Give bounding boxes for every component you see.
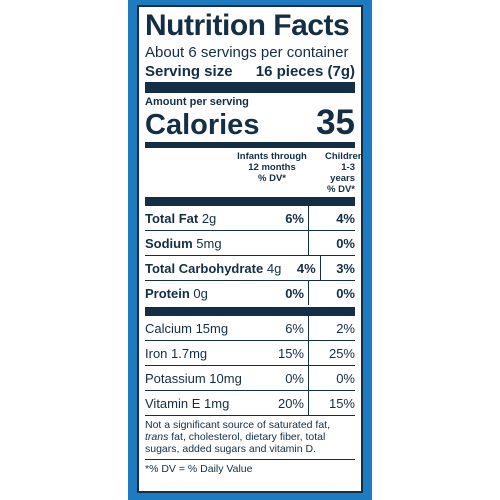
vitamin-infants-dv: 6% <box>258 316 309 340</box>
divider-medium <box>145 142 355 148</box>
nutrient-children-dv: 3% <box>336 260 355 276</box>
vitamin-infants-dv: 0% <box>258 366 309 390</box>
nutrient-row-protein: Protein 0g 0% 0% <box>145 281 355 305</box>
vitamin-infants-dv: 20% <box>258 391 309 415</box>
nutrient-children-dv: 0% <box>336 235 355 251</box>
vitamin-name: Vitamin E 1mg <box>145 395 230 411</box>
dv-definition: *% DV = % Daily Value <box>145 463 253 475</box>
vitamin-name: Potassium 10mg <box>145 370 242 386</box>
nutrient-infants-dv: 0% <box>258 281 309 305</box>
nutrient-name: Total Fat <box>145 210 199 226</box>
servings-per-container: About 6 servings per container <box>145 44 349 61</box>
vitamin-infants-dv: 15% <box>258 341 309 365</box>
vitamin-children-dv: 15% <box>328 395 355 411</box>
nutrient-infants-dv: 6% <box>258 206 309 230</box>
nutrient-children-dv: 0% <box>336 285 355 301</box>
dv-header-infants: Infants through 12 months % DV* <box>237 151 307 184</box>
nutrient-amount: 4g <box>266 260 282 276</box>
divider-thin <box>145 459 355 460</box>
nutrition-facts-label: Nutrition Facts About 6 servings per con… <box>137 5 364 493</box>
nutrient-amount: 2g <box>201 210 217 226</box>
vitamin-row-vitamin-e: Vitamin E 1mg 20% 15% <box>145 391 355 416</box>
dv-header-children: Children 1-3 years % DV* <box>325 151 364 195</box>
nutrient-infants-dv: 4% <box>281 256 321 280</box>
vitamin-name: Iron 1.7mg <box>145 345 208 361</box>
footnote-not-significant: Not a significant source of saturated fa… <box>145 416 355 459</box>
nutrient-name: Protein <box>145 285 190 301</box>
nutrient-amount: 5mg <box>196 235 222 251</box>
vitamin-children-dv: 2% <box>336 320 355 336</box>
label-title: Nutrition Facts <box>145 9 350 42</box>
footnote-after: fat, cholesterol, dietary fiber, total s… <box>145 431 326 455</box>
nutrient-children-dv: 4% <box>336 210 355 226</box>
vitamin-row-calcium: Calcium 15mg 6% 2% <box>145 316 355 341</box>
calories-row: Calories 35 <box>145 103 355 142</box>
nutrient-row-total-carbohydrate: Total Carbohydrate 4g 4% 3% <box>145 256 355 281</box>
serving-size-value: 16 pieces (7g) <box>255 63 355 80</box>
footnote-before: Not a significant source of saturated fa… <box>145 419 331 431</box>
calories-label: Calories <box>145 109 260 141</box>
dv-header: Infants through 12 months % DV* Children… <box>145 148 364 195</box>
calories-value: 35 <box>316 103 355 142</box>
divider-thick <box>145 197 355 206</box>
vitamin-children-dv: 25% <box>328 345 355 361</box>
vitamin-children-dv: 0% <box>336 370 355 386</box>
nutrient-amount: 0g <box>193 285 208 301</box>
nutrient-name: Sodium <box>145 235 193 251</box>
vitamin-row-iron: Iron 1.7mg 15% 25% <box>145 341 355 366</box>
nutrient-row-total-fat: Total Fat 2g 6% 4% <box>145 206 355 231</box>
divider-thick <box>145 307 355 316</box>
nutrient-infants-dv <box>258 231 309 255</box>
vitamin-row-potassium: Potassium 10mg 0% 0% <box>145 366 355 391</box>
nutrient-name: Total Carbohydrate <box>145 260 264 276</box>
nutrient-row-sodium: Sodium 5mg 0% <box>145 231 355 256</box>
footnote-italic: trans <box>145 431 169 443</box>
divider-thick <box>145 82 355 93</box>
serving-size-row: Serving size 16 pieces (7g) <box>145 63 355 80</box>
amount-per-serving: Amount per serving <box>145 96 249 108</box>
serving-size-label: Serving size <box>145 63 233 80</box>
vitamin-name: Calcium 15mg <box>145 320 229 336</box>
